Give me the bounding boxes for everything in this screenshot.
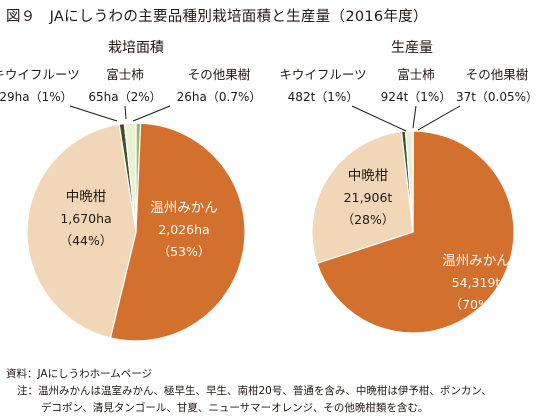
note-key: 注： bbox=[17, 385, 38, 397]
slice-value-label: 21,906t bbox=[344, 190, 393, 205]
pie-slice bbox=[316, 130, 515, 334]
slice-label: その他果樹 bbox=[466, 67, 529, 82]
slice-label: 中晩柑 bbox=[348, 168, 389, 184]
leader-line bbox=[412, 105, 417, 129]
slice-value-label: 924t（1%） bbox=[381, 90, 452, 104]
slice-label: 富士柿 bbox=[106, 67, 144, 82]
slice-percent-label: （28%） bbox=[342, 212, 395, 227]
pie-slice bbox=[123, 122, 137, 233]
slice-label: キウイフルーツ bbox=[279, 67, 366, 82]
slice-label: その他果樹 bbox=[188, 67, 251, 82]
slice-label: 温州みかん bbox=[442, 253, 510, 269]
slice-percent-label: （70%） bbox=[450, 297, 503, 312]
figure-number: 図９ bbox=[6, 9, 36, 25]
slice-percent-label: （44%） bbox=[60, 233, 113, 248]
leader-line bbox=[351, 105, 407, 132]
source-text: JAにしうわホームページ bbox=[37, 368, 153, 380]
pie-slice bbox=[311, 130, 414, 265]
pie-chart-production: 生産量 温州みかん 54,319t （70%） 中晩柑 21,906t （28%） キウイフ… bbox=[279, 40, 538, 334]
slice-percent-label: （53%） bbox=[158, 244, 211, 259]
pie-chart-area: 栽培面積 温州みかん 2,026ha （53%） 中晩柑 1,670ha （44%） キウイ… bbox=[0, 40, 262, 342]
notes: 資料： JAにしうわホームページ 注： 温州みかんは温室みかん、極早生、早生、南柑2… bbox=[6, 366, 492, 417]
slice-value-label: 54,319t bbox=[452, 275, 501, 290]
leader-line bbox=[124, 105, 127, 120]
chart-title: 栽培面積 bbox=[108, 40, 164, 56]
note-line: 注： 温州みかんは温室みかん、極早生、早生、南柑20号、普通を含み、中晩柑は伊予柑… bbox=[6, 383, 492, 400]
chart-title: 生産量 bbox=[391, 40, 433, 56]
leader-line bbox=[69, 105, 118, 122]
slice-label: キウイフルーツ bbox=[0, 67, 80, 82]
slice-value-label: 37t（0.05%） bbox=[456, 90, 538, 104]
pie-slice bbox=[26, 123, 137, 339]
slice-label: 富士柿 bbox=[397, 67, 435, 82]
slice-value-label: 482t（1%） bbox=[288, 90, 359, 104]
slice-value-label: 1,670ha bbox=[60, 211, 111, 226]
slice-value-label: 29ha（1%） bbox=[0, 90, 73, 104]
source-key: 資料： bbox=[6, 368, 38, 380]
slice-label: 温州みかん bbox=[150, 200, 218, 216]
leader-line bbox=[132, 105, 171, 122]
note-text-1: 温州みかんは温室みかん、極早生、早生、南柑20号、普通を含み、中晩柑は伊予柑、ポ… bbox=[38, 385, 492, 397]
slice-value-label: 2,026ha bbox=[158, 222, 209, 237]
leader-line bbox=[417, 105, 461, 131]
source-line: 資料： JAにしうわホームページ bbox=[6, 366, 492, 383]
pie-slice bbox=[109, 122, 246, 342]
slice-value-label: 65ha（2%） bbox=[88, 90, 161, 104]
figure-title: 図９ JAにしうわの主要品種別栽培面積と生産量（2016年度） bbox=[6, 5, 428, 26]
slice-label: 中晩柑 bbox=[66, 189, 107, 205]
figure-title-text: JAにしうわの主要品種別栽培面積と生産量（2016年度） bbox=[49, 9, 428, 25]
note-text-2: デコポン、清見タンゴール、甘夏、ニューサマーオレンジ、その他晩柑類を含む。 bbox=[41, 402, 429, 414]
slice-value-label: 26ha（0.7%） bbox=[177, 90, 262, 104]
note-line-continued: デコポン、清見タンゴール、甘夏、ニューサマーオレンジ、その他晩柑類を含む。 bbox=[6, 400, 492, 417]
